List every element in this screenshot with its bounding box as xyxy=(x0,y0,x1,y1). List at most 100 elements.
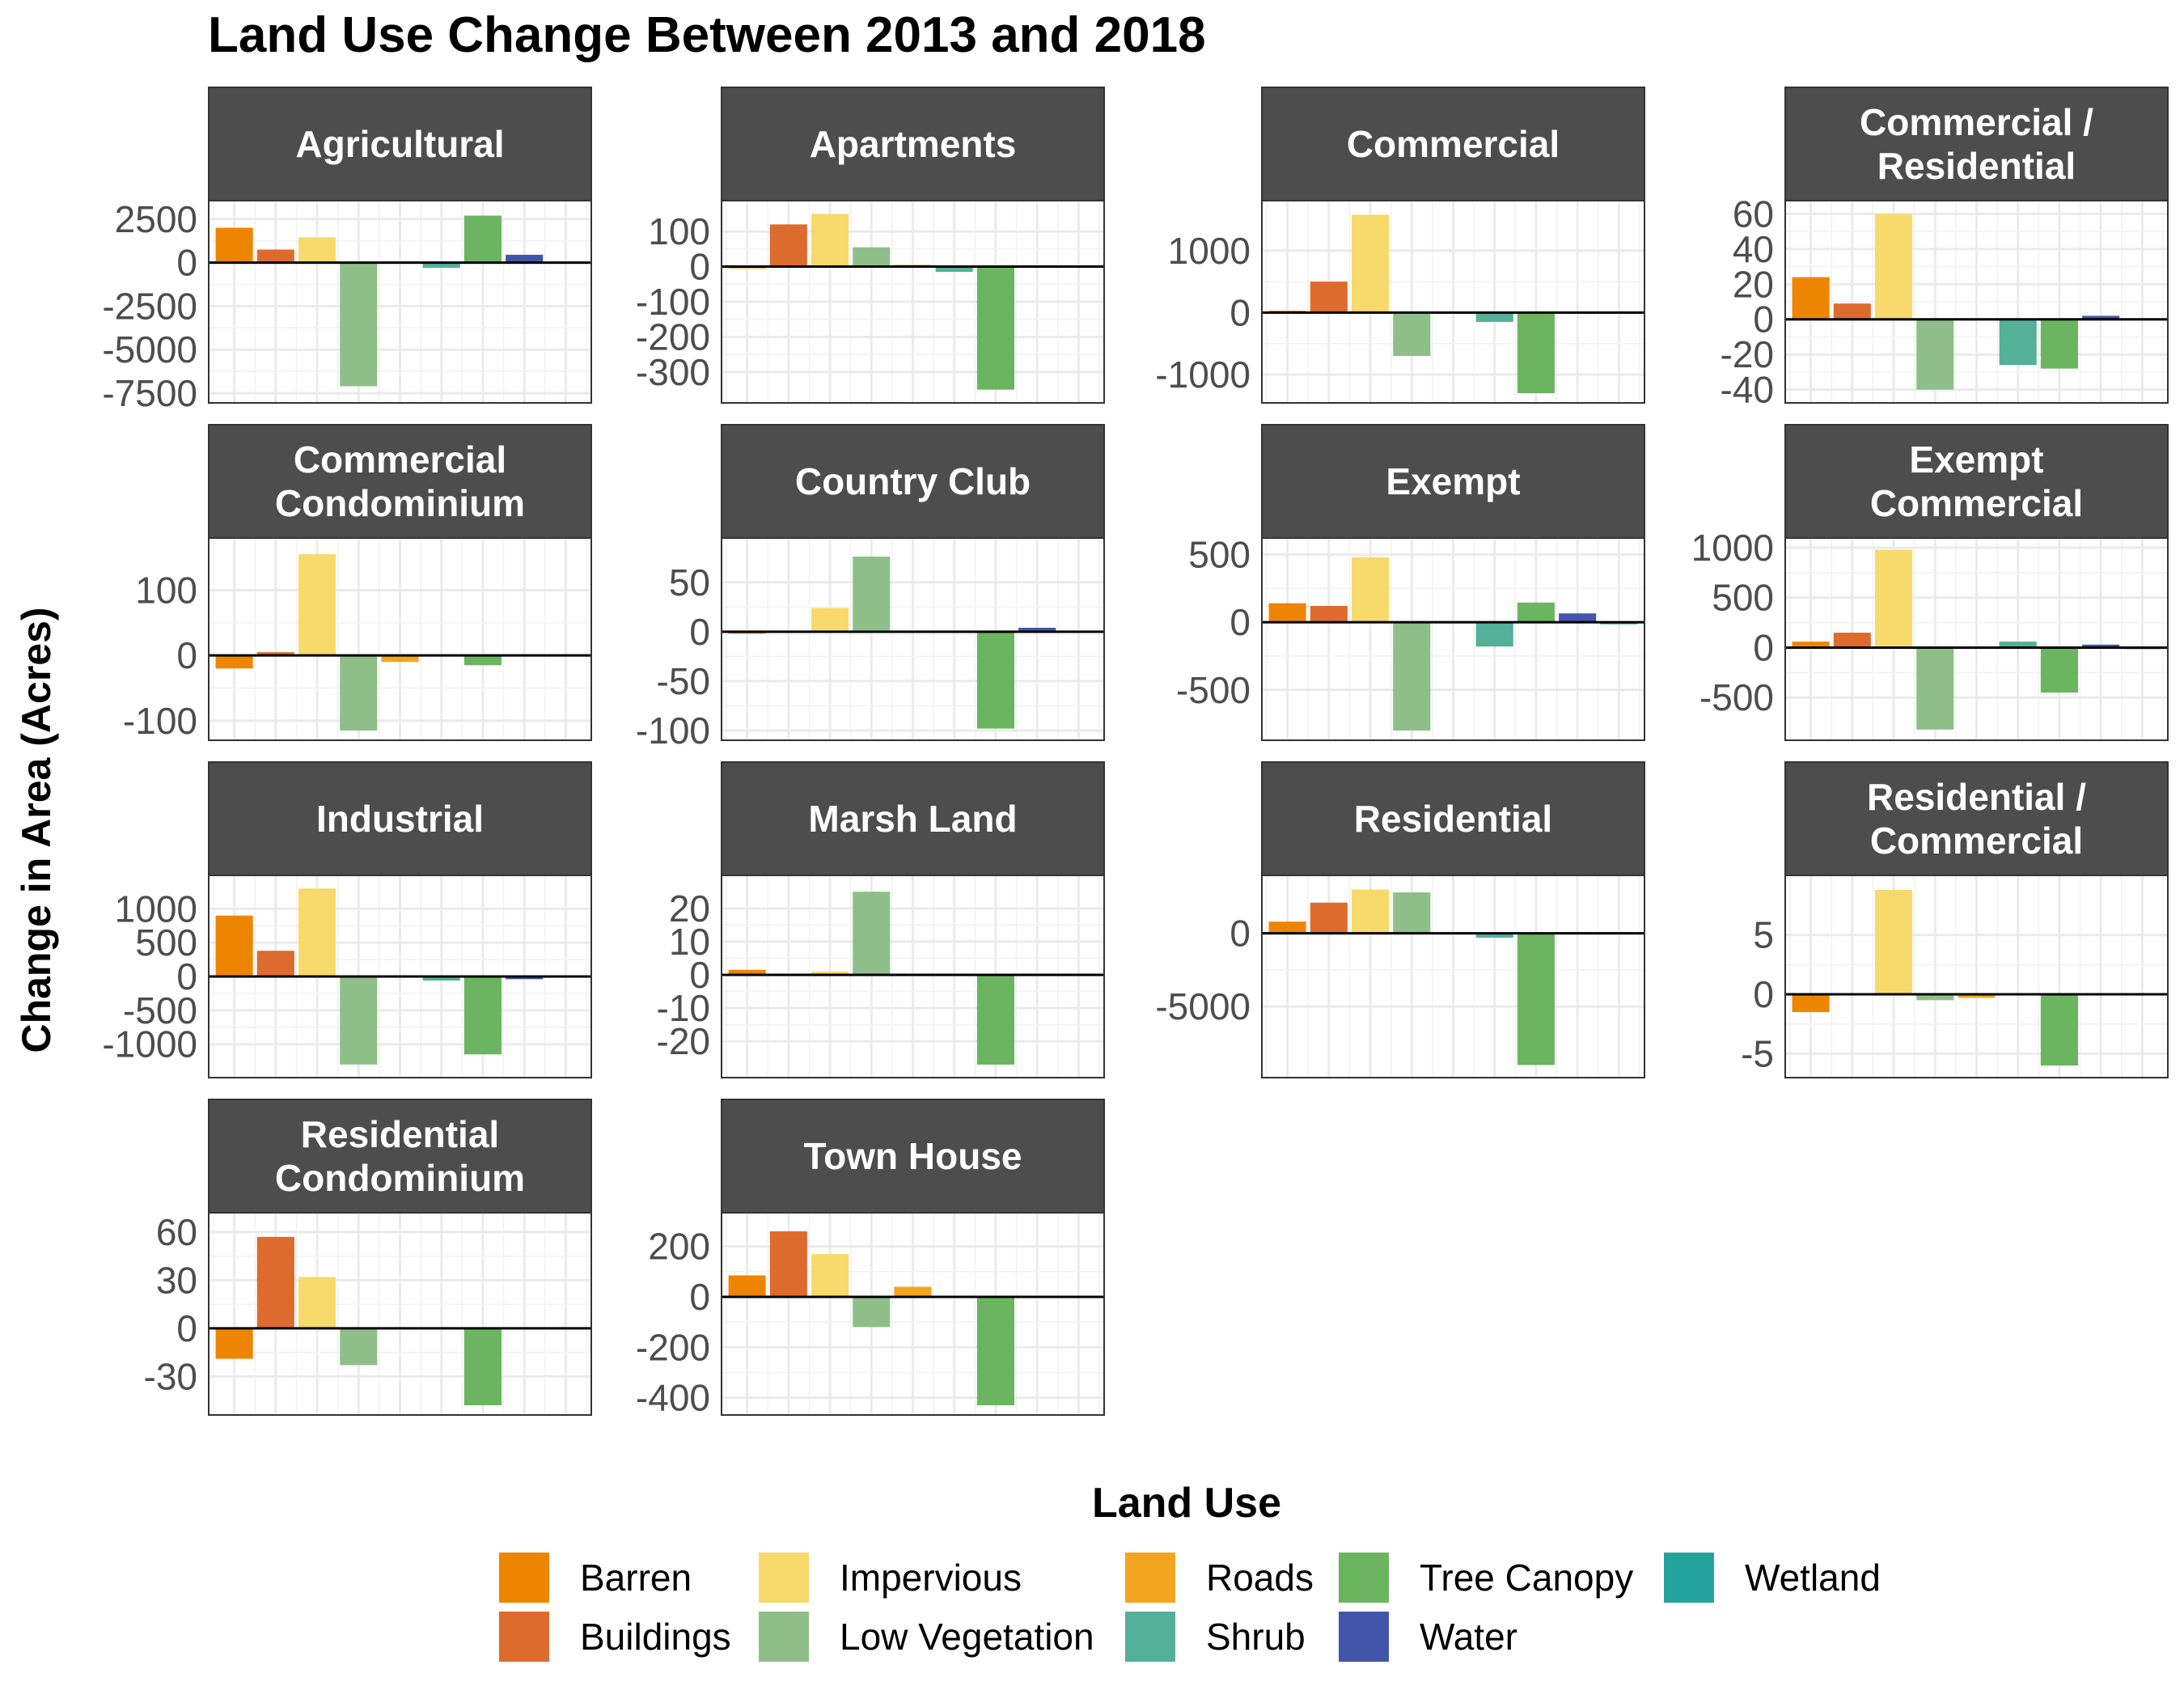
legend-label: Shrub xyxy=(1206,1616,1306,1658)
panel-strip xyxy=(721,424,1105,539)
panel-title: Residential xyxy=(1354,798,1552,840)
bar-impervious xyxy=(1875,214,1913,320)
panel-title: Condominium xyxy=(275,482,525,524)
y-tick-label: -1000 xyxy=(102,1023,197,1065)
legend-key-roads xyxy=(1125,1553,1175,1603)
y-tick-label: -20 xyxy=(1721,333,1774,375)
bar-barren xyxy=(1792,642,1830,648)
y-tick-label: -7500 xyxy=(102,372,197,414)
bar-tree-canopy xyxy=(2040,319,2078,369)
panel-strip xyxy=(208,424,592,539)
panel-strip xyxy=(1261,761,1645,876)
legend-label: Wetland xyxy=(1745,1557,1881,1599)
bar-barren xyxy=(215,227,253,263)
panel-border xyxy=(1261,200,1645,404)
bar-tree-canopy xyxy=(976,1296,1014,1405)
bar-tree-canopy xyxy=(463,976,502,1055)
y-tick-label: -5 xyxy=(1741,1032,1774,1074)
y-tick-label: -200 xyxy=(636,1326,710,1368)
y-tick-label: -300 xyxy=(636,351,710,393)
y-tick-label: 0 xyxy=(1230,291,1251,333)
y-tick-label: -2500 xyxy=(102,285,197,327)
bar-barren xyxy=(215,1328,253,1359)
bar-low-vegetation xyxy=(1393,892,1431,934)
bar-buildings xyxy=(256,1236,294,1328)
panel-strip xyxy=(208,87,592,201)
legend-item-low-vegetation: Low Vegetation xyxy=(759,1612,1094,1662)
y-tick-label: 1000 xyxy=(115,888,197,930)
bar-shrub xyxy=(1999,319,2037,366)
bar-buildings xyxy=(1310,605,1348,623)
y-tick-label: 0 xyxy=(689,611,710,653)
panel-strip xyxy=(1784,87,2169,201)
y-tick-label: 60 xyxy=(156,1211,197,1253)
bar-buildings xyxy=(1310,902,1348,934)
panel-title: Commercial xyxy=(1870,482,2083,524)
y-tick-label: -500 xyxy=(1176,669,1251,711)
panel-border xyxy=(721,537,1105,741)
panel-exempt: Exempt 500 0 -500 xyxy=(1176,424,1645,741)
panel-title: Commercial xyxy=(1870,820,2083,862)
bar-low-vegetation xyxy=(1393,312,1431,357)
bar-low-vegetation xyxy=(1916,647,1954,730)
bar-barren xyxy=(728,1275,766,1297)
bar-low-vegetation xyxy=(853,247,891,267)
bar-impervious xyxy=(1352,889,1390,934)
y-tick-label: 200 xyxy=(648,1226,710,1268)
bar-buildings xyxy=(1833,632,1871,648)
bar-tree-canopy xyxy=(463,655,502,666)
y-tick-label: 0 xyxy=(1753,973,1774,1015)
y-axis-title: Change in Area (Acres) xyxy=(14,607,59,1053)
bar-tree-canopy xyxy=(1517,602,1555,623)
y-tick-label: 1000 xyxy=(1168,230,1251,272)
bar-low-vegetation xyxy=(340,976,378,1065)
panel-apartments: Apartments 1000-100-200-300 xyxy=(636,87,1105,404)
bar-water xyxy=(2082,644,2120,648)
panel-border xyxy=(1261,537,1645,741)
y-tick-label: 0 xyxy=(1230,913,1251,955)
bar-tree-canopy xyxy=(1517,933,1555,1065)
y-tick-label: 60 xyxy=(1733,193,1774,235)
y-tick-label: 2500 xyxy=(115,198,197,240)
y-tick-label: -1000 xyxy=(1155,354,1251,396)
y-tick-label: -200 xyxy=(636,316,710,358)
y-tick-label: 0 xyxy=(689,246,710,288)
y-tick-label: -50 xyxy=(657,660,710,702)
panel-title: Residential xyxy=(301,1113,499,1155)
legend-item-water: Water xyxy=(1339,1612,1517,1662)
legend-item-wetland: Wetland xyxy=(1664,1553,1881,1603)
panel-title: Commercial xyxy=(294,438,506,481)
bar-low-vegetation xyxy=(340,655,378,731)
panel-border xyxy=(721,200,1105,404)
bar-impervious xyxy=(811,214,849,267)
bar-water xyxy=(2082,316,2120,320)
y-tick-label: 0 xyxy=(1230,601,1251,643)
legend: Land Use Barren Buildings Impervious Low Ve… xyxy=(499,1480,1881,1662)
panel-border xyxy=(208,1212,592,1416)
bar-water xyxy=(506,976,544,980)
legend-label: Impervious xyxy=(840,1557,1022,1599)
bar-low-vegetation xyxy=(853,892,891,975)
panel-strip xyxy=(1261,424,1645,539)
panel-border xyxy=(208,875,592,1078)
y-tick-label: 500 xyxy=(135,921,197,964)
panel-title: Commercial xyxy=(1347,123,1560,165)
y-tick-label: 0 xyxy=(689,1276,710,1318)
y-tick-label: 0 xyxy=(1753,299,1774,341)
legend-key-barren xyxy=(499,1553,549,1603)
y-tick-label: -5000 xyxy=(102,328,197,371)
bar-impervious xyxy=(1352,214,1390,313)
legend-label: Water xyxy=(1420,1616,1517,1658)
bar-buildings xyxy=(769,224,807,267)
panel-title: Marsh Land xyxy=(808,798,1017,840)
legend-key-wetland xyxy=(1664,1553,1714,1603)
legend-key-buildings xyxy=(499,1612,549,1662)
y-tick-label: -100 xyxy=(636,710,710,752)
bar-low-vegetation xyxy=(340,1328,378,1366)
bar-shrub xyxy=(422,262,460,269)
bar-barren xyxy=(1268,603,1306,623)
